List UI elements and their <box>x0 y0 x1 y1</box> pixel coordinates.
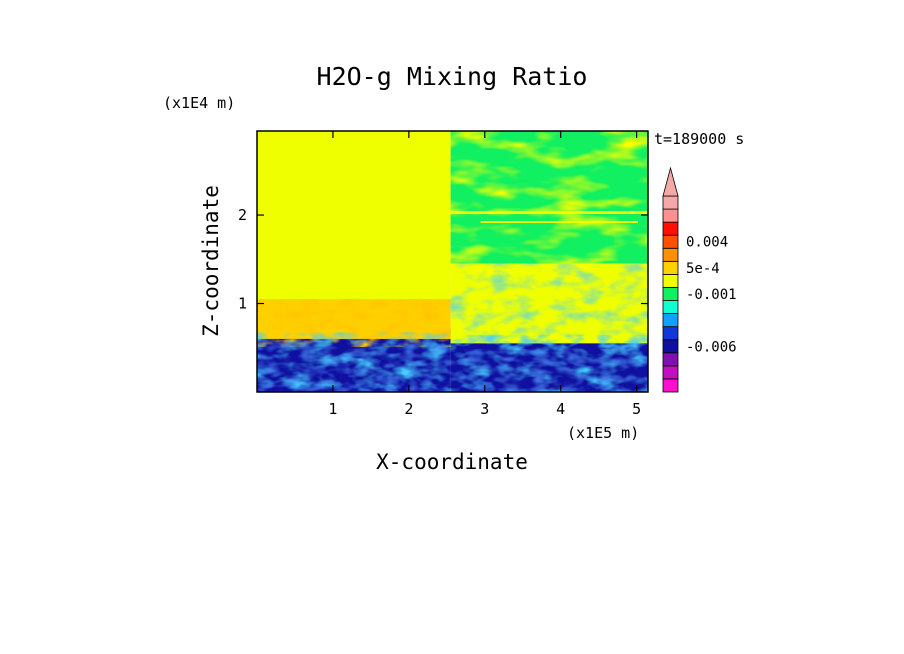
colorbar-swatch-1 <box>662 365 679 380</box>
x-tick-label-0: 1 <box>328 400 337 418</box>
texture-mid-right <box>450 263 648 348</box>
colorbar-extend-arrow <box>662 166 679 197</box>
colorbar-swatch-7 <box>662 287 679 301</box>
plot-frame <box>256 130 649 393</box>
colorbar-label-1: -0.001 <box>686 287 737 303</box>
texture-upper-right <box>450 131 648 274</box>
x-tick-label-2: 3 <box>480 400 489 418</box>
x-tick-label-1: 2 <box>404 400 413 418</box>
yellow-streak-2 <box>480 221 638 223</box>
y-tick-label-1: 2 <box>238 206 247 224</box>
colorbar-swatch-9 <box>662 260 679 275</box>
colorbar-swatch-14 <box>662 195 679 210</box>
y-axis-label: Z-coordinate <box>199 185 223 337</box>
colorbar-swatch-13 <box>662 208 679 223</box>
texture-blue-right <box>450 349 648 392</box>
colorbar-label-2: 5e-4 <box>686 261 720 277</box>
colorbar-swatch-2 <box>662 352 679 367</box>
x-axis-label: X-coordinate <box>376 450 528 474</box>
colorbar-swatch-11 <box>662 234 679 249</box>
chart-title: H2O-g Mixing Ratio <box>317 62 588 91</box>
x-tick-label-4: 5 <box>632 400 641 418</box>
colorbar: -0.006 -0.001 5e-4 0.004 <box>662 166 737 393</box>
colorbar-swatch-10 <box>662 247 679 262</box>
texture-blue-left <box>257 342 451 392</box>
y-axis: 12 <box>238 206 648 313</box>
x-axis: 1 2 3 4 5 <box>328 131 641 418</box>
x-scale-label: (x1E5 m) <box>567 424 639 442</box>
colorbar-swatch-0 <box>662 378 679 393</box>
colorbar-swatch-4 <box>662 326 679 341</box>
y-scale-label: (x1E4 m) <box>163 94 235 112</box>
time-label: t=189000 s <box>654 130 744 148</box>
x-tick-label-3: 4 <box>556 400 565 418</box>
colorbar-swatch-5 <box>662 313 679 328</box>
y-tick-label-0: 1 <box>238 295 247 313</box>
colorbar-label-3: 0.004 <box>686 235 728 251</box>
colorbar-swatch-8 <box>662 273 679 288</box>
colorbar-swatch-12 <box>662 221 679 236</box>
yellow-streak-1 <box>450 211 648 214</box>
colorbar-label-0: -0.006 <box>686 339 737 355</box>
colorbar-swatch-6 <box>662 300 679 314</box>
colorbar-swatch-3 <box>662 339 679 354</box>
region-0 <box>257 131 451 300</box>
contour-texture <box>257 131 648 392</box>
